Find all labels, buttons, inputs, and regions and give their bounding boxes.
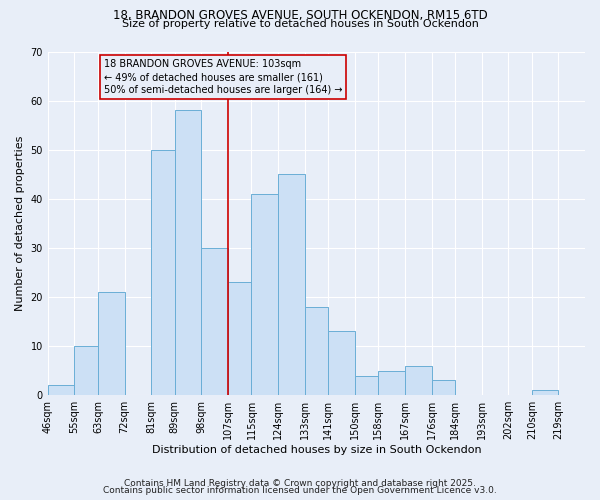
Text: Contains HM Land Registry data © Crown copyright and database right 2025.: Contains HM Land Registry data © Crown c…: [124, 478, 476, 488]
Bar: [305, 307, 328, 395]
Bar: [355, 376, 379, 395]
Bar: [251, 194, 278, 395]
Y-axis label: Number of detached properties: Number of detached properties: [15, 136, 25, 311]
Bar: [431, 380, 455, 395]
Bar: [175, 110, 201, 395]
Bar: [405, 366, 431, 395]
Text: Size of property relative to detached houses in South Ockendon: Size of property relative to detached ho…: [122, 19, 478, 29]
Bar: [532, 390, 559, 395]
Bar: [201, 248, 228, 395]
Text: Contains public sector information licensed under the Open Government Licence v3: Contains public sector information licen…: [103, 486, 497, 495]
Text: 18, BRANDON GROVES AVENUE, SOUTH OCKENDON, RM15 6TD: 18, BRANDON GROVES AVENUE, SOUTH OCKENDO…: [113, 9, 487, 22]
Bar: [151, 150, 175, 395]
Bar: [74, 346, 98, 395]
X-axis label: Distribution of detached houses by size in South Ockendon: Distribution of detached houses by size …: [152, 445, 481, 455]
Bar: [328, 332, 355, 395]
Text: 18 BRANDON GROVES AVENUE: 103sqm
← 49% of detached houses are smaller (161)
50% : 18 BRANDON GROVES AVENUE: 103sqm ← 49% o…: [104, 59, 343, 96]
Bar: [48, 386, 74, 395]
Bar: [278, 174, 305, 395]
Bar: [98, 292, 125, 395]
Bar: [379, 370, 405, 395]
Bar: [228, 282, 251, 395]
